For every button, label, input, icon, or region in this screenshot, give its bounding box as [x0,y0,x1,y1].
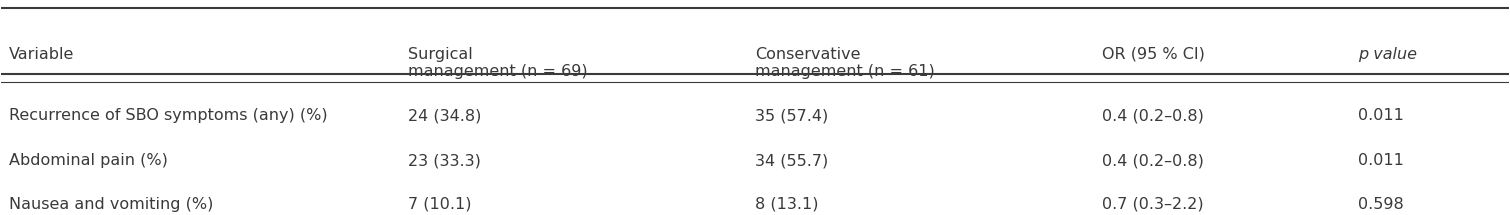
Text: 8 (13.1): 8 (13.1) [755,197,818,212]
Text: OR (95 % CI): OR (95 % CI) [1102,47,1205,62]
Text: 23 (33.3): 23 (33.3) [408,154,482,169]
Text: 0.4 (0.2–0.8): 0.4 (0.2–0.8) [1102,108,1203,123]
Text: Recurrence of SBO symptoms (any) (%): Recurrence of SBO symptoms (any) (%) [9,108,328,123]
Text: Surgical
management (n = 69): Surgical management (n = 69) [408,47,587,79]
Text: 0.598: 0.598 [1357,197,1404,212]
Text: 35 (57.4): 35 (57.4) [755,108,829,123]
Text: 0.4 (0.2–0.8): 0.4 (0.2–0.8) [1102,154,1203,169]
Text: Conservative
management (n = 61): Conservative management (n = 61) [755,47,935,79]
Text: 34 (55.7): 34 (55.7) [755,154,829,169]
Text: 7 (10.1): 7 (10.1) [408,197,471,212]
Text: Abdominal pain (%): Abdominal pain (%) [9,154,168,169]
Text: Nausea and vomiting (%): Nausea and vomiting (%) [9,197,213,212]
Text: 0.011: 0.011 [1357,154,1404,169]
Text: 0.7 (0.3–2.2): 0.7 (0.3–2.2) [1102,197,1203,212]
Text: 24 (34.8): 24 (34.8) [408,108,482,123]
Text: p value: p value [1357,47,1416,62]
Text: 0.011: 0.011 [1357,108,1404,123]
Text: Variable: Variable [9,47,74,62]
